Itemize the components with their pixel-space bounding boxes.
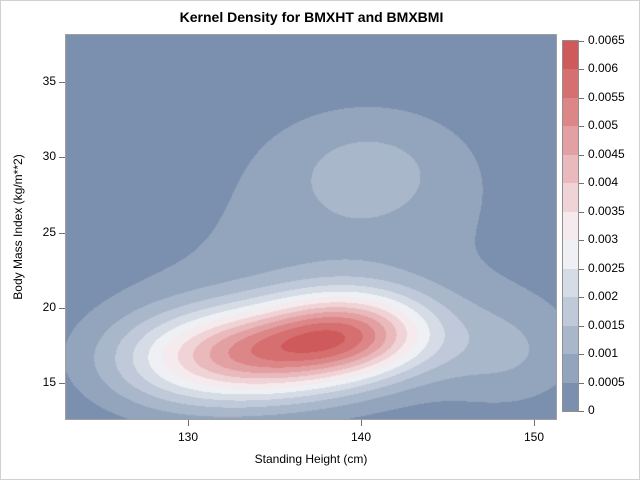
legend-tick [579,354,584,355]
y-tick [59,308,65,309]
x-tick [534,420,535,426]
legend-band [563,182,578,212]
y-tick-label: 30 [42,149,56,163]
legend-tick [579,155,584,156]
x-tick [188,420,189,426]
legend-tick-label: 0.001 [588,346,619,360]
legend-tick-label: 0.0065 [588,33,625,47]
density-contour-fill [66,35,556,419]
x-axis-title: Standing Height (cm) [254,452,368,466]
color-legend-bar [562,40,579,412]
legend-band [563,296,578,326]
y-tick [59,383,65,384]
legend-tick-label: 0.0015 [588,318,625,332]
x-tick-label: 130 [177,430,199,444]
x-tick-label: 140 [350,430,372,444]
legend-tick [579,297,584,298]
legend-tick [579,41,584,42]
x-tick-label: 150 [523,430,545,444]
legend-band [563,239,578,269]
legend-band [563,325,578,355]
legend-tick-label: 0 [588,403,595,417]
x-tick [361,420,362,426]
legend-band [563,40,578,70]
legend-band [563,211,578,241]
y-tick-label: 25 [42,225,56,239]
y-tick-label: 20 [42,300,56,314]
legend-band [563,125,578,155]
legend-tick-label: 0.005 [588,118,619,132]
legend-band [563,353,578,383]
plot-area [65,34,557,420]
legend-band [563,97,578,127]
legend-tick-label: 0.002 [588,289,619,303]
y-tick [59,82,65,83]
legend-tick [579,126,584,127]
legend-tick [579,98,584,99]
legend-tick-label: 0.006 [588,61,619,75]
y-tick [59,233,65,234]
legend-tick-label: 0.0055 [588,90,625,104]
legend-tick [579,240,584,241]
legend-tick [579,411,584,412]
legend-band [563,68,578,98]
legend-tick [579,183,584,184]
legend-tick-label: 0.003 [588,232,619,246]
legend-tick-label: 0.0005 [588,375,625,389]
y-tick-label: 35 [42,74,56,88]
legend-tick [579,326,584,327]
legend-band [563,154,578,184]
legend-tick [579,269,584,270]
legend-tick-label: 0.0025 [588,261,625,275]
legend-tick [579,69,584,70]
legend-tick [579,212,584,213]
legend-tick-label: 0.004 [588,175,619,189]
legend-band [563,268,578,298]
chart-title: Kernel Density for BMXHT and BMXBMI [179,9,444,25]
y-tick [59,157,65,158]
y-tick-label: 15 [42,375,56,389]
legend-tick-label: 0.0035 [588,204,625,218]
legend-band [563,382,578,411]
legend-tick [579,383,584,384]
y-axis-title: Body Mass Index (kg/m**2) [11,154,25,300]
legend-tick-label: 0.0045 [588,147,625,161]
